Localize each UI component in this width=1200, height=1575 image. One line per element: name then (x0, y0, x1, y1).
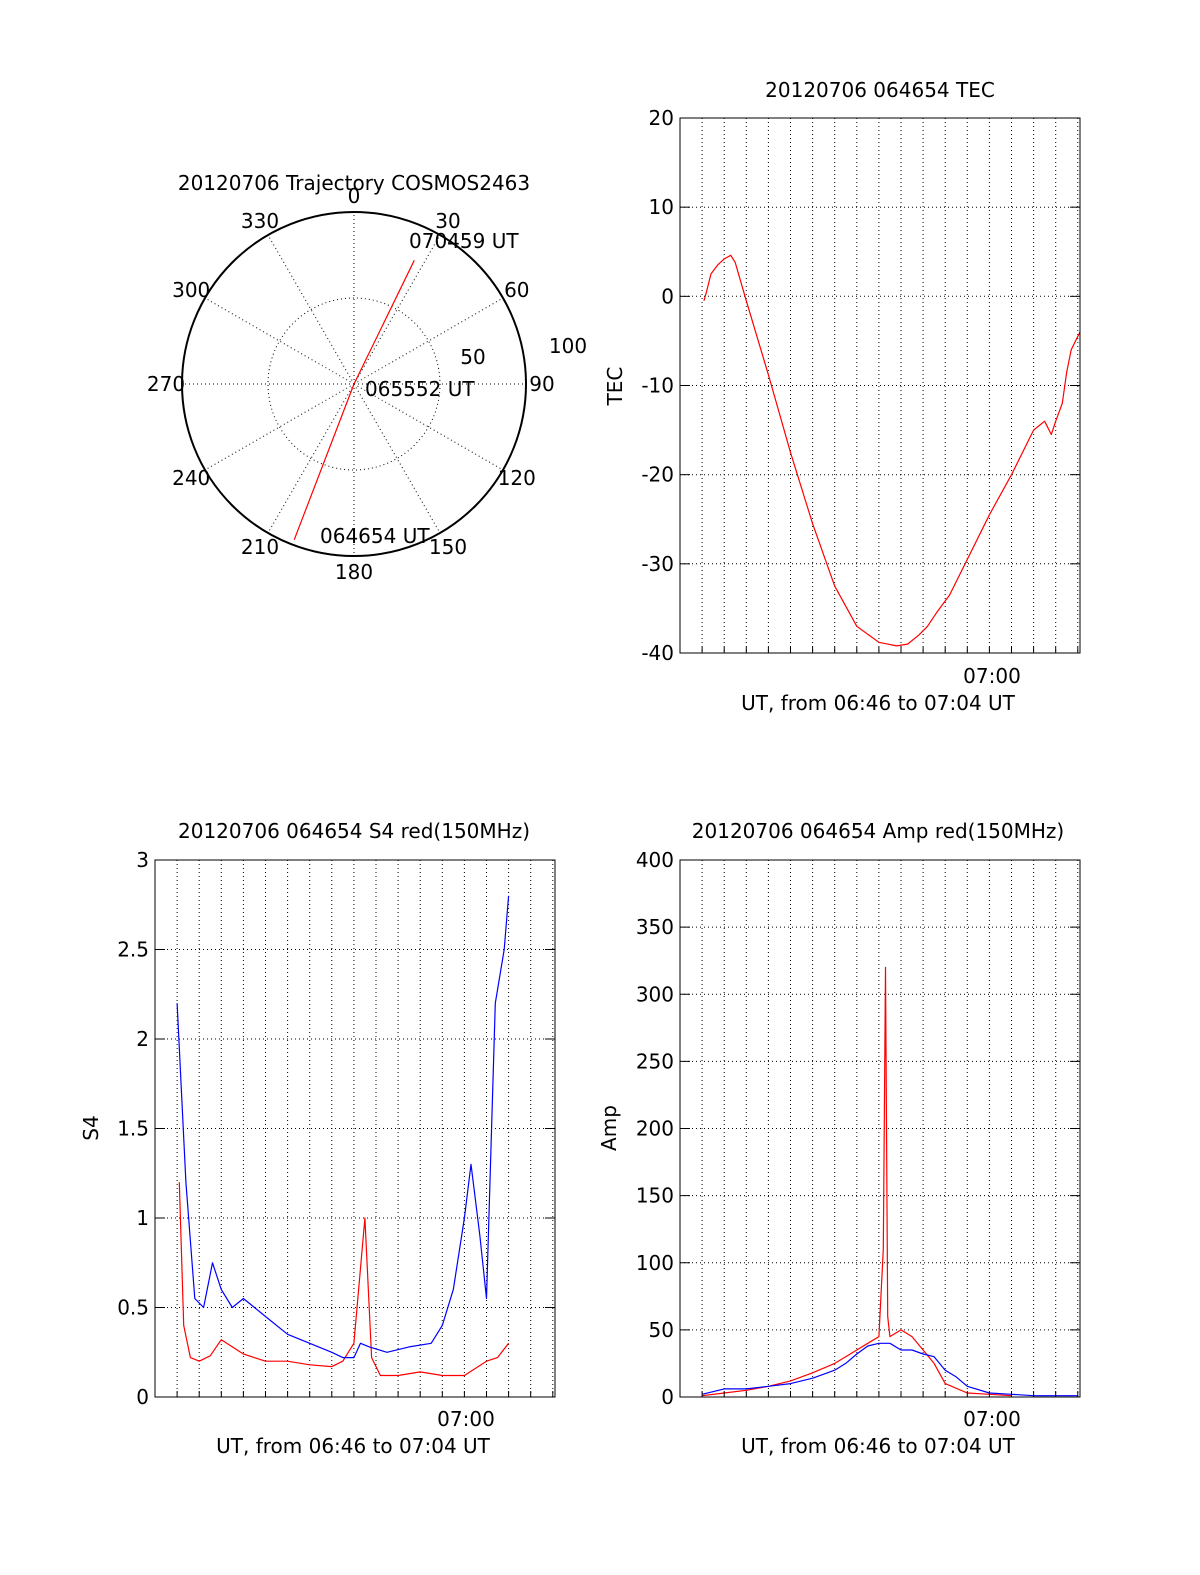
p3-red-line (702, 966, 1012, 1397)
trajectory-start-label: 064654 UT (320, 524, 430, 548)
polar-spoke-240 (204, 383, 355, 471)
trajectory-mid-label: 065552 UT (365, 377, 475, 401)
polar-angle-label: 150 (429, 535, 467, 559)
p3-blue-line (701, 1342, 1078, 1397)
polar-angle-label: 240 (172, 466, 210, 490)
y-tick-label: 0 (136, 1385, 149, 1409)
y-tick-label: 20 (649, 106, 674, 130)
tec-x-axis-label: UT, from 06:46 to 07:04 UT (741, 691, 1016, 715)
s4-series (176, 895, 510, 1377)
y-tick-label: -20 (641, 463, 674, 487)
amp-x-tick-label: 07:00 (963, 1407, 1021, 1431)
y-tick-label: 100 (636, 1251, 674, 1275)
tec-y-axis: 20 10 0 -10 -20 -30 -40 (641, 106, 1080, 665)
y-tick-label: 150 (636, 1184, 674, 1208)
polar-angle-label: 210 (241, 535, 279, 559)
s4-y-axis-label: S4 (79, 1115, 103, 1140)
polar-angle-label: 30 (435, 209, 460, 233)
y-tick-label: 0 (661, 1385, 674, 1409)
y-tick-label: 300 (636, 982, 674, 1006)
y-tick-label: -40 (641, 641, 674, 665)
tec-chart: 20120706 064654 TEC 20 10 0 -10 -20 -30 -40 07… (603, 78, 1081, 715)
y-tick-label: 0.5 (117, 1296, 149, 1320)
tec-x-tick-label: 07:00 (963, 664, 1021, 688)
trajectory-polar-chart: 20120706 Trajectory COSMOS2463 0 30 60 90 12… (147, 171, 587, 584)
polar-spoke-330 (267, 234, 355, 385)
y-tick-label: 1 (136, 1206, 149, 1230)
polar-angle-labels: 0 30 60 90 120 150 180 210 240 270 300 330 (147, 184, 555, 584)
s4-grid (155, 860, 555, 1397)
trajectory-end-label: 070459 UT (409, 229, 519, 253)
amp-y-axis-label: Amp (597, 1105, 621, 1151)
y-tick-label: 50 (649, 1318, 674, 1342)
polar-spoke-60 (353, 297, 504, 385)
y-tick-label: -10 (641, 374, 674, 398)
s4-title: 20120706 064654 S4 red(150MHz) (178, 819, 530, 843)
tec-grid (680, 118, 1080, 653)
s4-x-tick-label: 07:00 (437, 1407, 495, 1431)
amp-chart: 20120706 064654 Amp red(150MHz) 400 350 30… (597, 819, 1081, 1458)
y-tick-label: 2.5 (117, 938, 149, 962)
y-tick-label: 2 (136, 1027, 149, 1051)
y-tick-label: 0 (661, 284, 674, 308)
y-tick-label: 10 (649, 195, 674, 219)
polar-spoke-120 (353, 383, 504, 471)
s4-chart: 20120706 064654 S4 red(150MHz) 3 2.5 2 1.5 1… (79, 819, 556, 1458)
polar-radial-label-50: 50 (460, 345, 485, 369)
polar-angle-label: 330 (241, 209, 279, 233)
y-tick-label: 3 (136, 848, 149, 872)
polar-angle-label: 120 (498, 466, 536, 490)
s4-x-axis-label: UT, from 06:46 to 07:04 UT (216, 1434, 491, 1458)
y-tick-label: 350 (636, 915, 674, 939)
amp-title: 20120706 064654 Amp red(150MHz) (692, 819, 1064, 843)
tec-series (703, 254, 1081, 647)
polar-spoke-30 (353, 234, 441, 385)
y-tick-label: 400 (636, 848, 674, 872)
polar-outer-circle (181, 211, 527, 557)
polar-spoke-300 (204, 297, 355, 385)
polar-trajectory (293, 260, 415, 541)
polar-angle-label: 90 (529, 372, 554, 396)
polar-radial-label-100: 100 (549, 334, 587, 358)
p2-blue-line (176, 895, 510, 1359)
polar-angle-label: 270 (147, 372, 185, 396)
p1-red-line (703, 254, 1081, 647)
y-tick-label: 1.5 (117, 1117, 149, 1141)
polar-angle-label: 0 (348, 184, 361, 208)
y-tick-label: 250 (636, 1049, 674, 1073)
y-tick-label: -30 (641, 552, 674, 576)
p2-red-line (178, 1182, 510, 1377)
polar-title: 20120706 Trajectory COSMOS2463 (178, 171, 530, 195)
polar-angle-label: 60 (504, 278, 529, 302)
trajectory-line (293, 260, 415, 541)
polar-spoke-150 (353, 383, 441, 534)
polar-spoke-210 (267, 383, 355, 534)
amp-x-axis-label: UT, from 06:46 to 07:04 UT (741, 1434, 1016, 1458)
polar-angle-label: 300 (172, 278, 210, 302)
polar-angle-label: 180 (335, 560, 373, 584)
polar-grid (182, 212, 526, 556)
polar-ring-50 (267, 297, 441, 471)
amp-series (701, 966, 1078, 1397)
s4-y-axis: 3 2.5 2 1.5 1 0.5 0 (117, 848, 555, 1409)
tec-y-axis-label: TEC (603, 367, 627, 407)
tec-title: 20120706 064654 TEC (765, 78, 995, 102)
amp-y-axis: 400 350 300 250 200 150 100 50 0 (636, 848, 1080, 1409)
y-tick-label: 200 (636, 1117, 674, 1141)
